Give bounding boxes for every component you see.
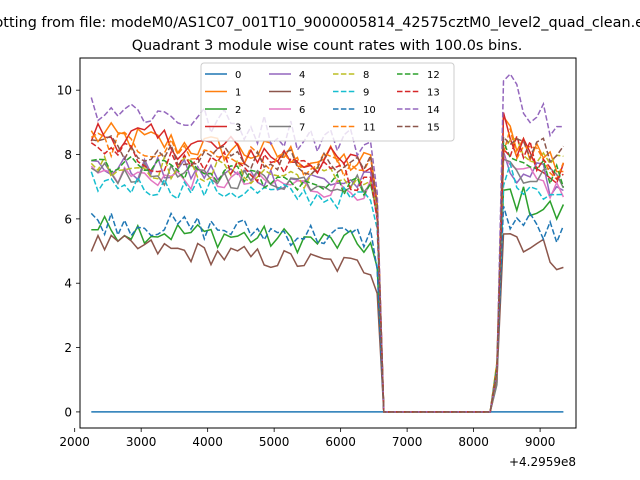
legend-label-10: 10 [363,105,376,116]
legend-label-0: 0 [235,70,241,81]
x-tick-label-2000: 2000 [59,435,90,449]
series-line-10 [90,205,565,413]
y-tick-label-2: 2 [64,341,72,355]
y-tick-label-0: 0 [64,405,72,419]
series-line-15 [91,135,565,413]
x-axis: 2000 3000 4000 5000 6000 7000 8000 9000 [59,428,555,449]
series-line-4 [91,151,564,413]
y-tick-label-10: 10 [57,84,72,98]
legend-label-6: 6 [299,105,305,116]
x-axis-offset-label: +4.2959e8 [509,455,576,469]
legend-label-2: 2 [235,105,241,116]
y-tick-label-4: 4 [64,277,72,291]
x-tick-label-7000: 7000 [392,435,423,449]
y-tick-label-8: 8 [64,148,72,162]
series-line-2 [91,186,565,413]
x-tick-label-8000: 8000 [458,435,489,449]
legend-label-8: 8 [363,70,369,81]
legend-label-11: 11 [363,123,376,134]
x-tick-label-4000: 4000 [192,435,223,449]
series-line-3 [90,112,565,413]
series-line-5 [90,233,564,413]
figure-suptitle: Plotting from file: modeM0/AS1C07_001T10… [0,15,640,31]
series-line-9 [90,161,564,413]
legend-label-13: 13 [427,88,440,99]
x-tick-label-9000: 9000 [525,435,556,449]
chart-title: Quadrant 3 module wise count rates with … [132,38,523,54]
plot-frame [79,57,577,429]
legend-label-1: 1 [235,88,241,99]
legend-label-15: 15 [427,123,440,134]
legend-label-3: 3 [235,123,241,134]
legend-label-14: 14 [427,105,440,116]
legend-label-12: 12 [427,70,440,81]
x-tick-label-6000: 6000 [325,435,356,449]
y-axis: 0 2 4 6 8 10 [57,84,80,419]
legend-frame [200,62,455,142]
series-line-7 [90,158,565,413]
series-line-6 [90,155,565,413]
legend-label-4: 4 [299,70,305,81]
legend-label-5: 5 [299,88,305,99]
y-tick-label-6: 6 [64,212,72,226]
legend-label-7: 7 [299,123,305,134]
x-tick-label-3000: 3000 [126,435,157,449]
x-tick-label-5000: 5000 [259,435,290,449]
legend-label-9: 9 [363,88,369,99]
